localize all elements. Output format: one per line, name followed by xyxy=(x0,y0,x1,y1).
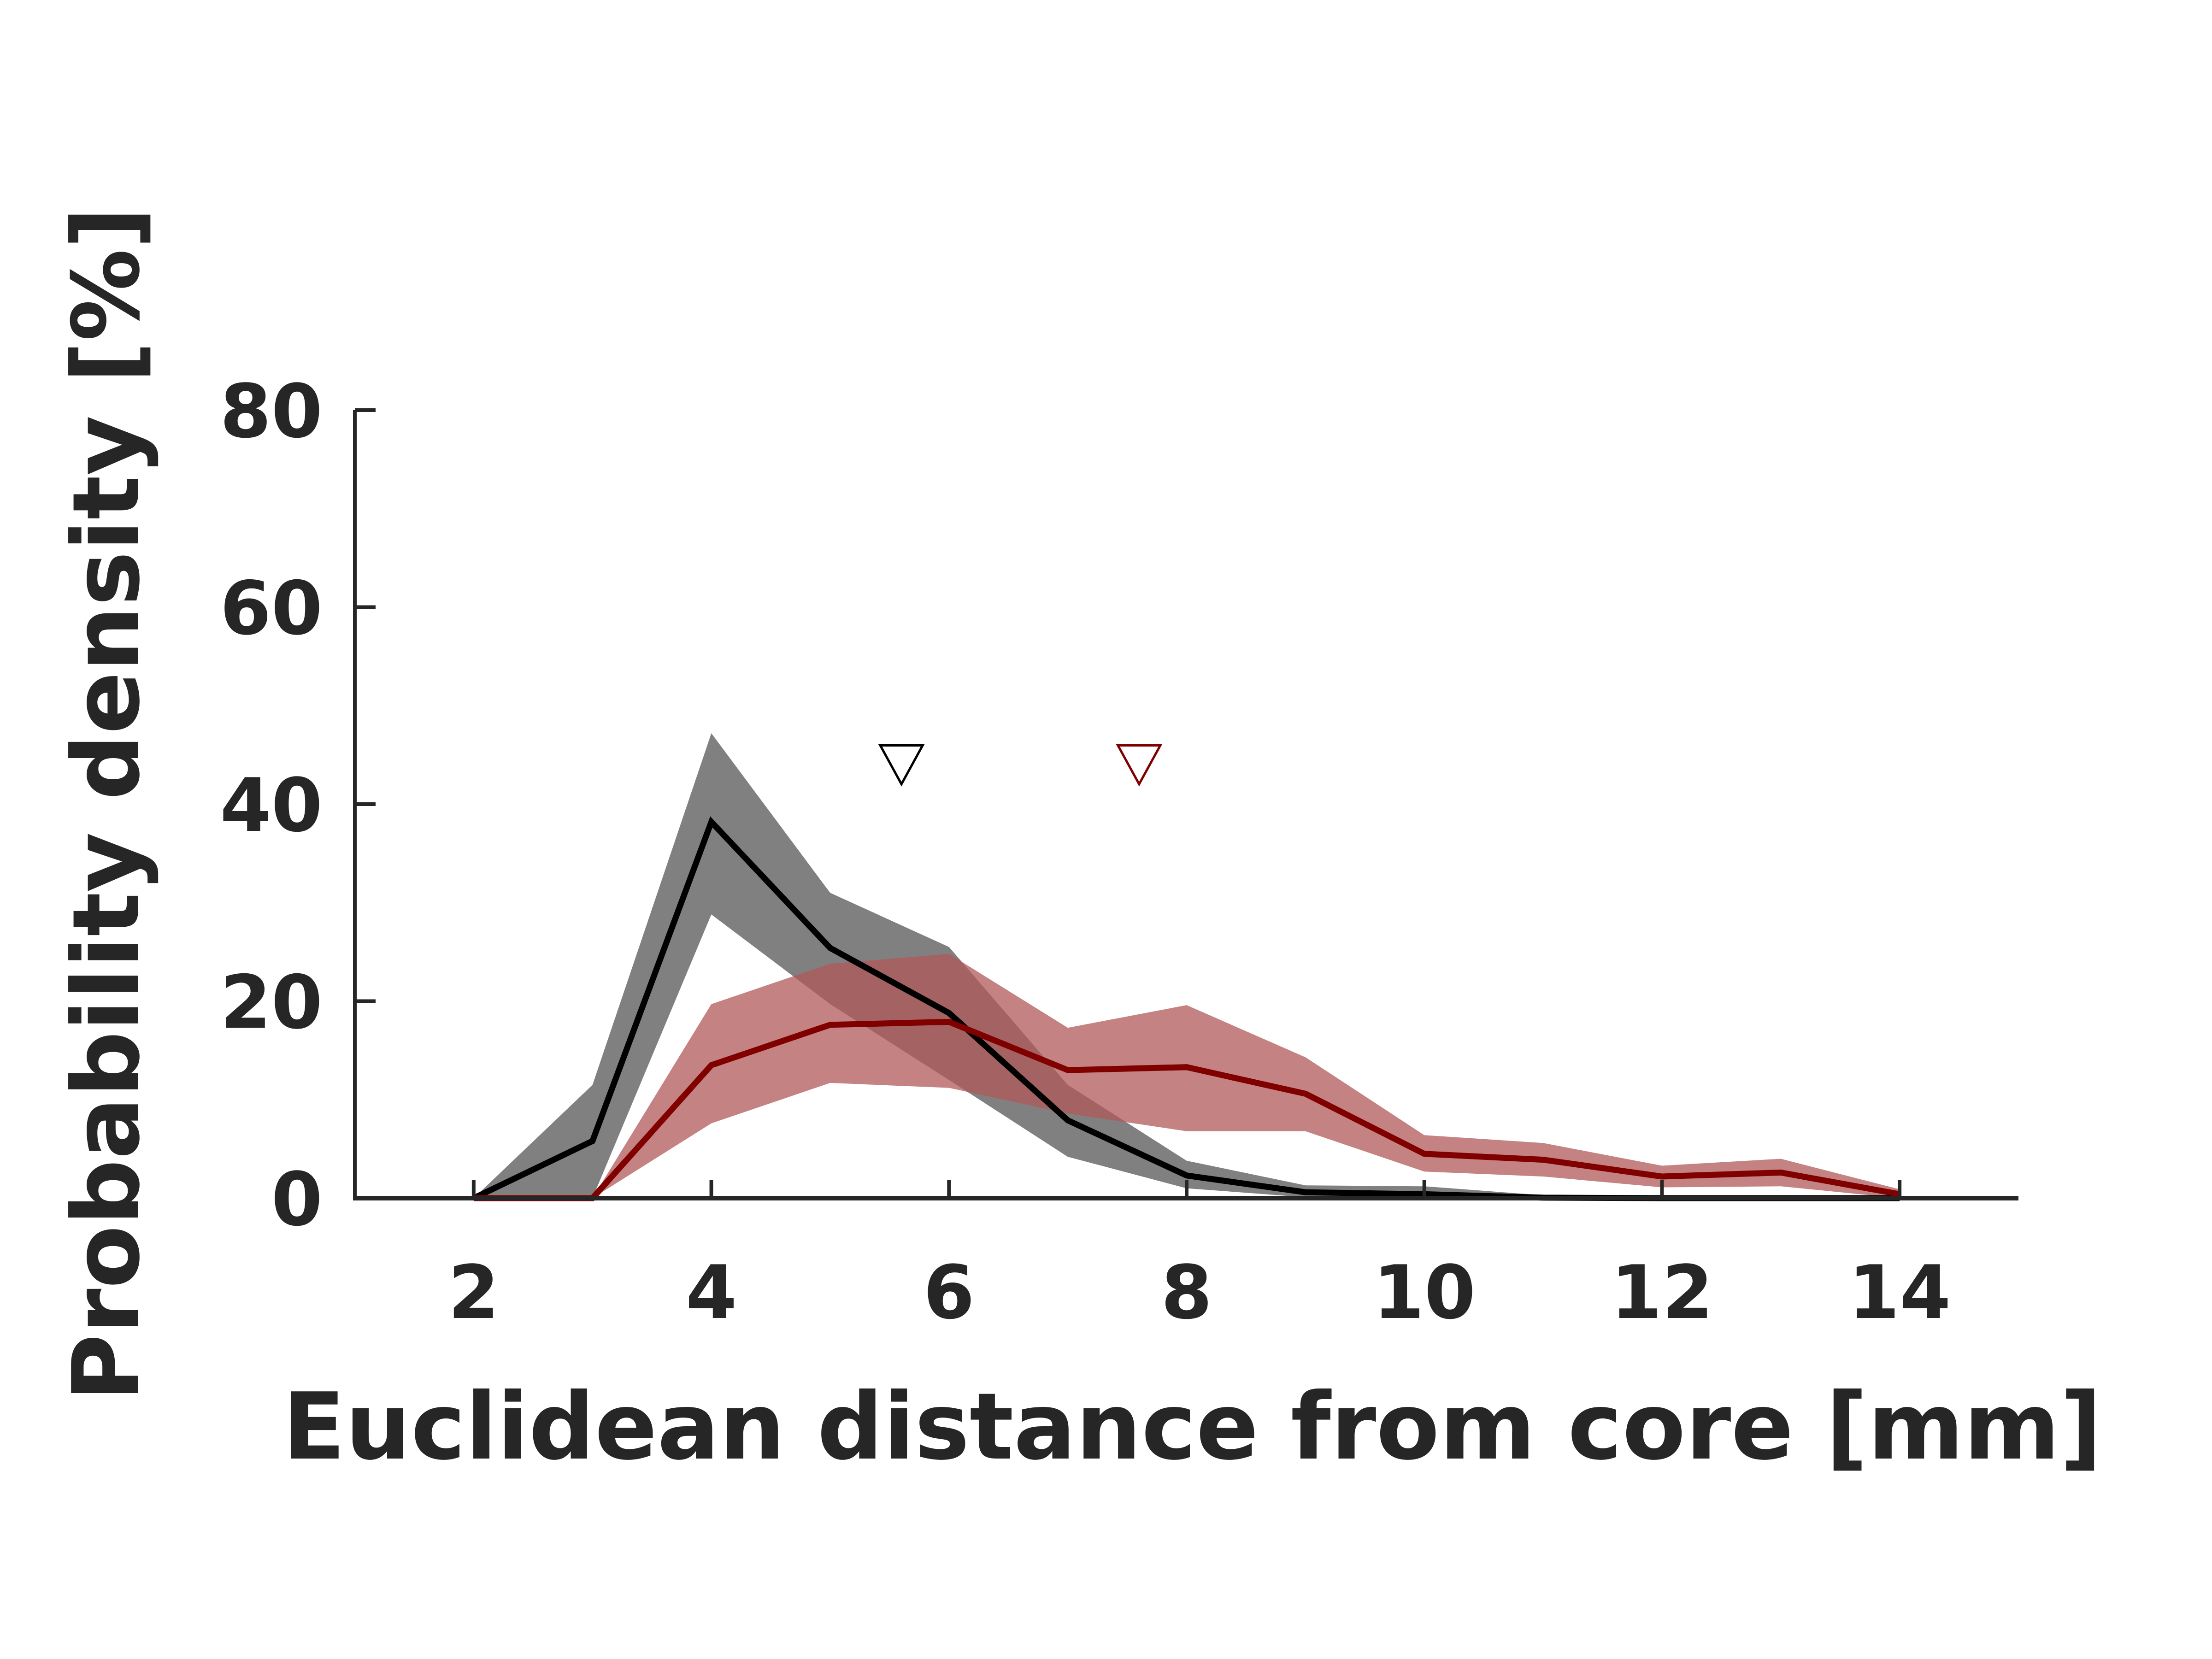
series-1-point xyxy=(1065,1118,1071,1123)
series-2-point xyxy=(1303,1091,1308,1096)
series-2-point xyxy=(709,1062,714,1068)
x-axis-title: Euclidean distance from core [mm] xyxy=(282,1373,2102,1481)
series-1-point xyxy=(827,945,833,951)
x-ticks: 2 4 6 8 10 12 14 xyxy=(448,1180,1951,1335)
x-tick-label: 14 xyxy=(1848,1249,1951,1335)
series-1-mean-marker-icon xyxy=(878,744,925,787)
series-2-line xyxy=(473,1018,1900,1201)
series-2-point xyxy=(1541,1157,1546,1163)
series-1-point xyxy=(1303,1189,1308,1195)
y-tick-label: 0 xyxy=(271,1156,323,1242)
x-tick-label: 6 xyxy=(924,1249,975,1335)
x-tick-label: 8 xyxy=(1161,1249,1212,1335)
series-2-point xyxy=(946,1019,952,1024)
y-tick-label: 60 xyxy=(220,565,323,652)
y-tick-label: 20 xyxy=(220,959,323,1046)
series-2-point xyxy=(1778,1170,1783,1175)
series-2-point xyxy=(1184,1065,1189,1070)
series-2-point xyxy=(1065,1067,1071,1073)
confidence-bands xyxy=(473,733,1900,1198)
series-2-point xyxy=(827,1022,833,1028)
series-1-point xyxy=(946,1010,952,1016)
series-1-point xyxy=(590,1138,595,1144)
y-axis-title: Probability density [%] xyxy=(53,207,160,1402)
x-tick-label: 12 xyxy=(1611,1249,1713,1335)
x-tick-label: 4 xyxy=(686,1249,737,1335)
x-tick-label: 2 xyxy=(448,1249,499,1335)
y-ticks: 0 20 40 60 80 xyxy=(220,368,376,1242)
series-2-point xyxy=(1422,1151,1427,1157)
y-tick-label: 80 xyxy=(220,368,323,454)
series-1-point xyxy=(709,819,714,825)
series-2-mean-marker-icon xyxy=(1116,744,1163,787)
y-tick-label: 40 xyxy=(220,762,323,848)
series-2-band xyxy=(473,953,1900,1198)
x-tick-label: 10 xyxy=(1373,1249,1476,1335)
series-2-point xyxy=(1659,1174,1665,1179)
mean-markers xyxy=(878,744,1163,787)
series-1-point xyxy=(1184,1173,1189,1178)
